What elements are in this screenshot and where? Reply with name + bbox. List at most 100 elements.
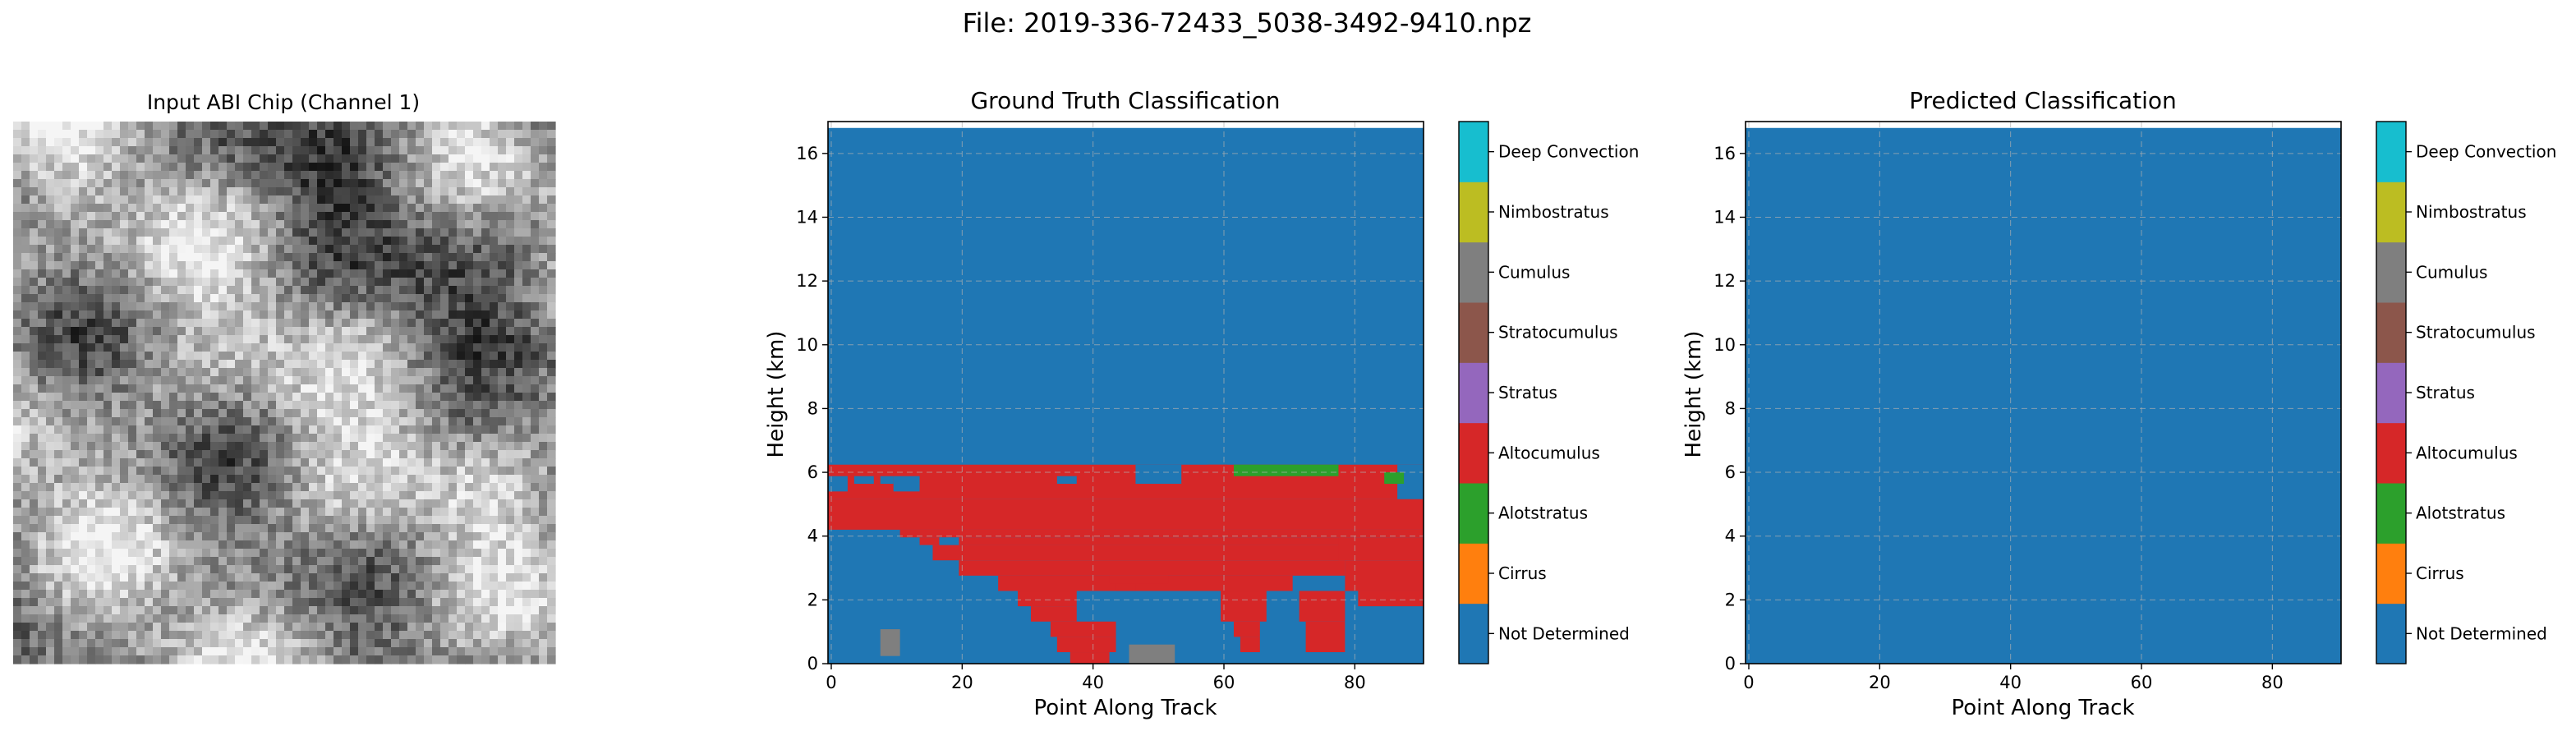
chip-pixel [112,417,121,426]
chip-pixel [186,245,195,254]
chip-pixel [391,286,400,295]
chip-pixel [399,524,408,533]
chip-pixel [194,302,203,311]
chip-pixel [358,499,367,508]
chip-pixel [87,122,96,131]
chip-pixel [71,409,80,418]
chip-pixel [284,508,293,517]
chip-pixel [424,278,433,287]
chip-pixel [251,286,260,295]
chip-pixel [145,483,154,492]
chip-pixel [342,335,351,344]
chip-pixel [325,409,334,418]
x-tick-label: 0 [1743,673,1754,692]
chip-pixel [71,598,80,607]
chip-pixel [38,557,47,566]
chip-pixel [342,278,351,287]
chip-pixel [448,154,458,163]
chip-pixel [292,278,301,287]
chip-pixel [46,163,55,172]
chip-pixel [260,228,269,237]
chip-pixel [136,195,145,205]
chip-pixel [268,220,277,229]
chip-pixel [251,499,260,508]
chip-pixel [301,335,310,344]
chip-pixel [391,302,400,311]
chip-pixel [194,647,203,656]
chip-pixel [104,565,113,574]
chip-pixel [498,261,507,270]
chip-pixel [416,401,425,410]
chip-pixel [407,245,416,254]
chip-pixel [531,352,540,361]
chip-pixel [153,154,162,163]
chip-pixel [514,475,523,484]
chip-pixel [514,146,523,155]
chip-pixel [87,639,96,648]
heatmap-cell [828,499,1424,530]
chip-pixel [432,655,441,664]
chip-pixel [490,261,499,270]
chip-pixel [522,458,531,467]
chip-pixel [539,195,548,205]
chip-pixel [268,384,277,393]
chip-pixel [46,286,55,295]
chip-pixel [424,623,433,632]
chip-pixel [202,516,211,525]
figure-suptitle: File: 2019-336-72433_5038-3492-9410.npz [963,7,1532,39]
chip-pixel [38,360,47,369]
chip-pixel [104,442,113,451]
chip-pixel [243,278,252,287]
chip-pixel [301,450,310,459]
chip-pixel [448,499,458,508]
chip-pixel [71,146,80,155]
chip-pixel [407,195,416,205]
chip-pixel [301,154,310,163]
chip-pixel [169,475,178,484]
chip-pixel [301,631,310,640]
chip-pixel [399,582,408,591]
chip-pixel [210,582,219,591]
chip-pixel [284,417,293,426]
chip-pixel [260,606,269,615]
chip-pixel [227,368,236,377]
chip-pixel [465,401,474,410]
chip-pixel [301,122,310,131]
chip-pixel [95,647,104,656]
chip-pixel [218,573,228,582]
chip-pixel [375,573,384,582]
chip-pixel [21,310,30,320]
chip-pixel [260,590,269,599]
chip-pixel [490,417,499,426]
chip-pixel [13,245,22,254]
chip-pixel [104,491,113,500]
chip-pixel [62,606,71,615]
chip-pixel [260,261,269,270]
chip-pixel [71,491,80,500]
chip-pixel [539,565,548,574]
chip-pixel [218,614,228,623]
chip-pixel [498,565,507,574]
chip-pixel [54,532,63,541]
chip-pixel [284,450,293,459]
chip-pixel [481,631,490,640]
chip-pixel [448,623,458,632]
chip-pixel [383,269,392,278]
chip-pixel [547,483,556,492]
chip-pixel [38,352,47,361]
chip-pixel [391,573,400,582]
chip-pixel [210,573,219,582]
chip-pixel [161,491,170,500]
chip-pixel [153,475,162,484]
chip-pixel [71,269,80,278]
chip-pixel [38,573,47,582]
chip-pixel [161,434,170,443]
chip-pixel [13,458,22,467]
chip-pixel [30,335,39,344]
chip-pixel [334,368,343,377]
chip-pixel [317,302,326,311]
chip-pixel [112,573,121,582]
chip-pixel [366,565,375,574]
chip-pixel [498,294,507,303]
chip-pixel [424,442,433,451]
